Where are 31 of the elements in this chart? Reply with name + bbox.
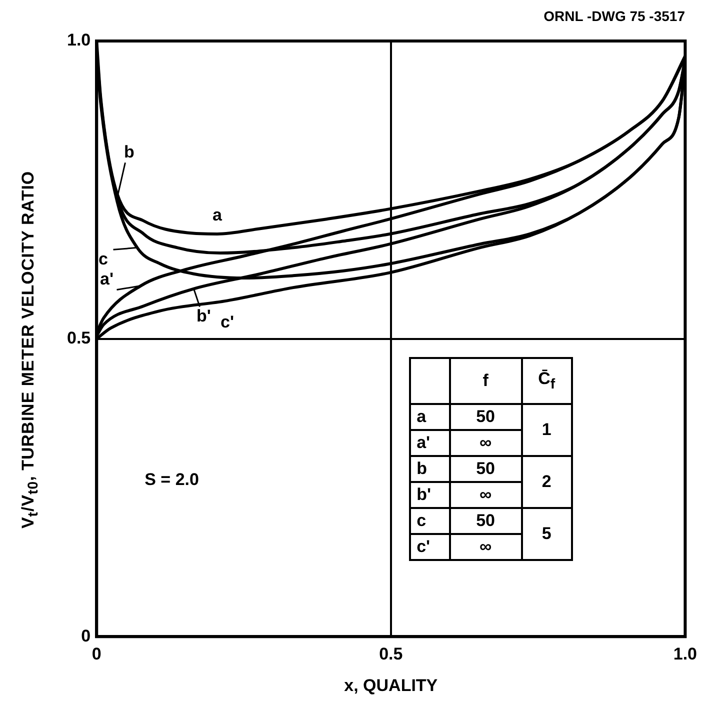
- legend-label: b': [410, 482, 450, 508]
- annotation: 50: [450, 456, 522, 482]
- annotation: 50: [450, 508, 522, 534]
- text: ORNL -DWG 75 -3517: [544, 8, 685, 24]
- x-tick-label: 0.5: [379, 644, 403, 664]
- y-tick-label: 0.5: [66, 328, 91, 348]
- legend-label: c: [98, 249, 108, 268]
- text: b': [196, 306, 211, 326]
- annotation: 50: [450, 404, 522, 430]
- text: a': [416, 432, 430, 452]
- annotation: 5: [522, 508, 572, 560]
- annotation: ∞: [450, 534, 522, 560]
- legend-label: a: [410, 404, 450, 430]
- text: a: [212, 206, 222, 225]
- annotation: ∞: [450, 482, 522, 508]
- y-tick-label: 1.0: [66, 30, 91, 50]
- annotation: f: [450, 358, 522, 404]
- legend-label: a': [100, 269, 114, 288]
- text: b: [124, 142, 134, 162]
- x-axis-title: x, QUALITY: [343, 676, 439, 696]
- annotation: 2: [522, 456, 572, 508]
- legend-label: b: [410, 456, 450, 482]
- x-tick-label: 1.0: [673, 644, 698, 664]
- text: c': [220, 312, 234, 332]
- annotation: C̄$_{f}$: [522, 358, 572, 404]
- legend-label: c': [410, 534, 450, 560]
- y-tick-label: 0: [81, 626, 91, 646]
- text: c: [416, 510, 426, 530]
- annotation: 1: [522, 404, 572, 456]
- annotation: ∞: [450, 430, 522, 456]
- annotation: S = 2.0: [144, 470, 199, 490]
